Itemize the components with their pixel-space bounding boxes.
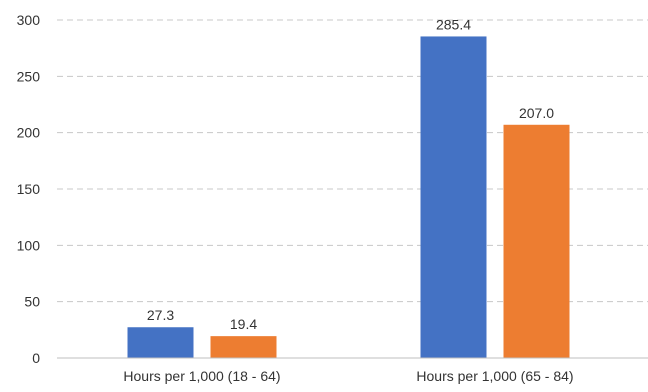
bars — [127, 36, 570, 358]
y-axis-ticks: 0 50 100 150 200 250 300 — [17, 12, 41, 366]
bar-value-label: 19.4 — [230, 316, 257, 332]
bar — [503, 124, 570, 358]
bar-value-label: 207.0 — [519, 105, 554, 121]
y-tick-label: 100 — [17, 237, 41, 253]
y-tick-label: 200 — [17, 125, 41, 141]
y-tick-label: 250 — [17, 68, 41, 84]
bar — [210, 336, 277, 358]
bar-value-label: 285.4 — [436, 16, 471, 32]
y-tick-label: 150 — [17, 181, 41, 197]
y-tick-label: 300 — [17, 12, 41, 28]
bar-value-label: 27.3 — [147, 307, 174, 323]
bar — [127, 327, 194, 358]
x-axis-categories: Hours per 1,000 (18 - 64) Hours per 1,000… — [123, 368, 573, 384]
y-tick-label: 0 — [32, 350, 40, 366]
bar — [420, 36, 487, 358]
x-category-label: Hours per 1,000 (18 - 64) — [123, 368, 280, 384]
y-tick-label: 50 — [24, 294, 40, 310]
x-category-label: Hours per 1,000 (65 - 84) — [416, 368, 573, 384]
data-labels: 27.3 19.4 285.4 207.0 — [147, 16, 554, 332]
